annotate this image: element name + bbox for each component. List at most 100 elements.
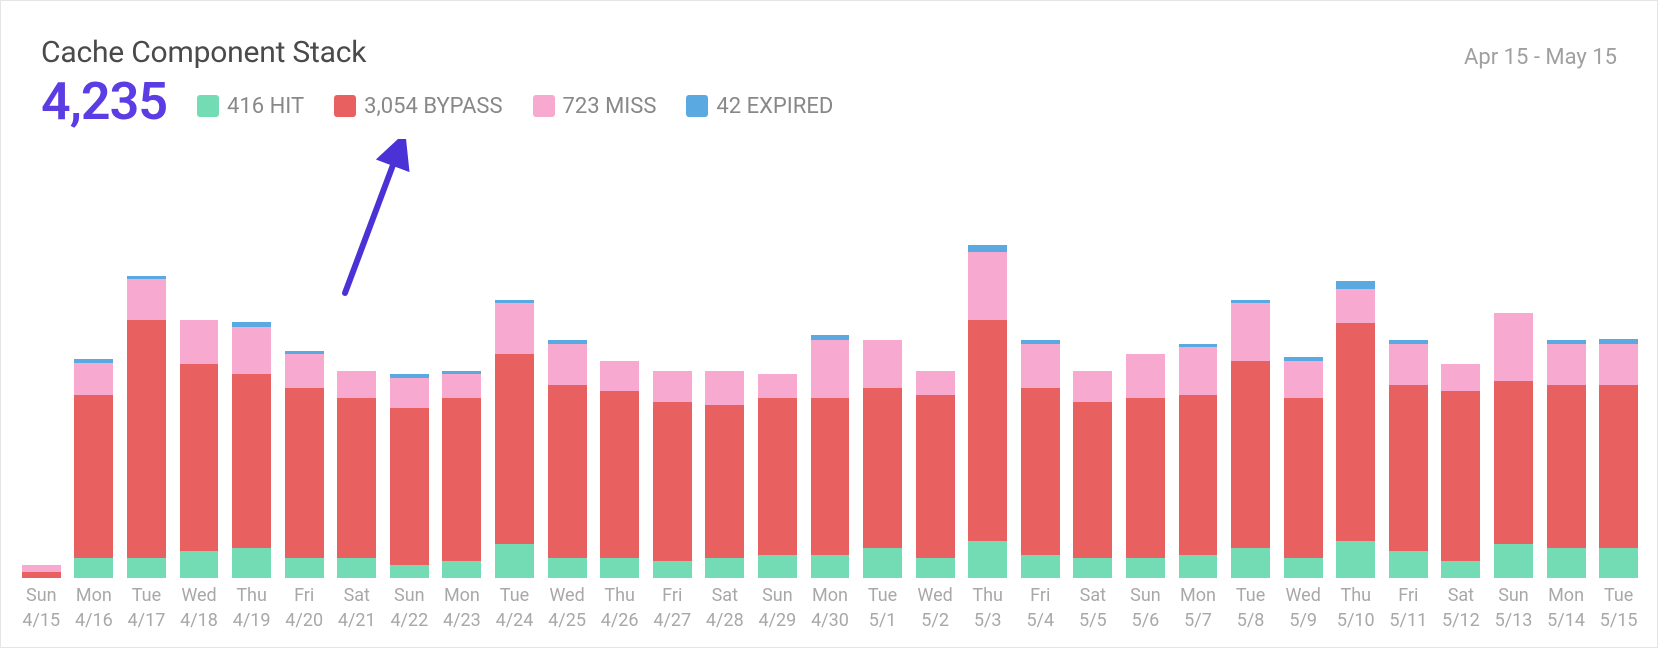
- bar-stack: [811, 335, 850, 578]
- segment-hit: [653, 561, 692, 578]
- bar-col[interactable]: [541, 238, 594, 578]
- x-tick: Wed4/18: [173, 584, 226, 633]
- segment-hit: [1021, 555, 1060, 579]
- segment-hit: [1494, 544, 1533, 578]
- legend-label: 416 HIT: [227, 94, 304, 119]
- bar-col[interactable]: [593, 238, 646, 578]
- x-tick-date: 5/13: [1487, 609, 1540, 633]
- segment-miss: [811, 340, 850, 398]
- bar-col[interactable]: [1329, 238, 1382, 578]
- x-tick-date: 5/10: [1329, 609, 1382, 633]
- x-tick-dow: Thu: [1329, 584, 1382, 608]
- segment-miss: [1389, 344, 1428, 385]
- bar-col[interactable]: [1435, 238, 1488, 578]
- segment-hit: [127, 558, 166, 578]
- segment-bypass: [127, 320, 166, 558]
- bar-col[interactable]: [909, 238, 962, 578]
- x-tick-date: 5/14: [1540, 609, 1593, 633]
- segment-hit: [916, 558, 955, 578]
- bar-stack: [180, 320, 219, 578]
- bar-col[interactable]: [1224, 238, 1277, 578]
- x-tick-date: 5/2: [909, 609, 962, 633]
- bar-col[interactable]: [646, 238, 699, 578]
- legend-item-expired[interactable]: 42 EXPIRED: [686, 94, 833, 119]
- x-tick: Sun5/13: [1487, 584, 1540, 633]
- segment-bypass: [442, 398, 481, 561]
- segment-miss: [863, 340, 902, 388]
- bar-col[interactable]: [278, 238, 331, 578]
- bar-stack: [1231, 300, 1270, 579]
- bar-col[interactable]: [15, 238, 68, 578]
- segment-bypass: [916, 395, 955, 558]
- segment-miss: [74, 363, 113, 395]
- bars-container: [15, 238, 1645, 578]
- bar-col[interactable]: [856, 238, 909, 578]
- x-tick-date: 5/1: [856, 609, 909, 633]
- x-tick-dow: Sat: [330, 584, 383, 608]
- x-tick-date: 4/17: [120, 609, 173, 633]
- bar-col[interactable]: [173, 238, 226, 578]
- x-tick-dow: Mon: [804, 584, 857, 608]
- bar-col[interactable]: [120, 238, 173, 578]
- bar-col[interactable]: [961, 238, 1014, 578]
- legend-item-hit[interactable]: 416 HIT: [197, 94, 304, 119]
- segment-hit: [1336, 541, 1375, 578]
- segment-bypass: [1179, 395, 1218, 555]
- bar-col[interactable]: [488, 238, 541, 578]
- segment-hit: [74, 558, 113, 578]
- segment-bypass: [1441, 391, 1480, 561]
- bar-col[interactable]: [1119, 238, 1172, 578]
- segment-miss: [180, 320, 219, 364]
- bar-col[interactable]: [436, 238, 489, 578]
- segment-hit: [442, 561, 481, 578]
- segment-bypass: [653, 402, 692, 562]
- bar-col[interactable]: [1540, 238, 1593, 578]
- x-tick: Thu4/26: [593, 584, 646, 633]
- legend-item-miss[interactable]: 723 MISS: [533, 94, 657, 119]
- segment-miss: [1126, 354, 1165, 398]
- segment-bypass: [1547, 385, 1586, 548]
- bar-stack: [127, 276, 166, 579]
- bar-col[interactable]: [699, 238, 752, 578]
- x-tick-date: 5/12: [1435, 609, 1488, 633]
- bar-col[interactable]: [1067, 238, 1120, 578]
- bar-col[interactable]: [804, 238, 857, 578]
- x-tick-dow: Wed: [1277, 584, 1330, 608]
- segment-hit: [705, 558, 744, 578]
- segment-bypass: [1389, 385, 1428, 552]
- segment-hit: [1179, 555, 1218, 579]
- bar-col[interactable]: [330, 238, 383, 578]
- x-tick-dow: Thu: [961, 584, 1014, 608]
- x-tick: Thu4/19: [225, 584, 278, 633]
- x-tick-dow: Sun: [383, 584, 436, 608]
- bar-stack: [1599, 339, 1638, 579]
- x-tick: Wed5/2: [909, 584, 962, 633]
- bar-col[interactable]: [68, 238, 121, 578]
- x-tick-date: 4/16: [68, 609, 121, 633]
- segment-hit: [1284, 558, 1323, 578]
- bar-col[interactable]: [1592, 238, 1645, 578]
- bar-col[interactable]: [1382, 238, 1435, 578]
- segment-miss: [337, 371, 376, 398]
- bar-col[interactable]: [225, 238, 278, 578]
- bar-col[interactable]: [1172, 238, 1225, 578]
- segment-hit: [1547, 548, 1586, 579]
- segment-bypass: [1494, 381, 1533, 544]
- segment-miss: [1179, 347, 1218, 395]
- bar-col[interactable]: [1014, 238, 1067, 578]
- bar-col[interactable]: [1277, 238, 1330, 578]
- x-tick-dow: Fri: [1382, 584, 1435, 608]
- segment-hit: [863, 548, 902, 579]
- bar-col[interactable]: [1487, 238, 1540, 578]
- segment-bypass: [968, 320, 1007, 541]
- bar-col[interactable]: [751, 238, 804, 578]
- segment-miss: [1494, 313, 1533, 381]
- x-tick: Mon4/23: [436, 584, 489, 633]
- segment-bypass: [1336, 323, 1375, 541]
- segment-bypass: [1073, 402, 1112, 558]
- x-tick: Fri5/4: [1014, 584, 1067, 633]
- x-tick-dow: Tue: [856, 584, 909, 608]
- bar-col[interactable]: [383, 238, 436, 578]
- bar-stack: [1441, 364, 1480, 578]
- legend-item-bypass[interactable]: 3,054 BYPASS: [334, 94, 502, 119]
